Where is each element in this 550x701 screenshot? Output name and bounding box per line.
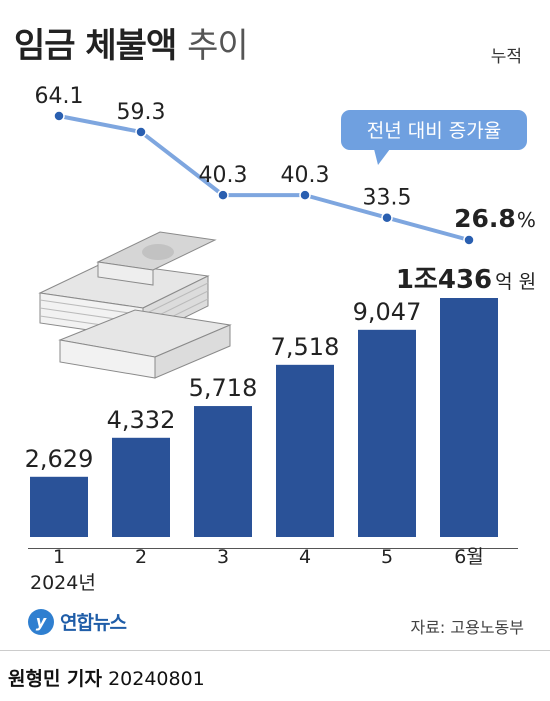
reporter: 원형민 기자 [8, 668, 103, 690]
growth-rate-label: 59.3 [117, 100, 166, 125]
bar [276, 364, 334, 537]
bar-value-label: 9,047 [353, 298, 422, 326]
line-legend-bubble: 전년 대비 증가율 [341, 110, 527, 165]
logo: y 연합뉴스 [28, 608, 127, 635]
bar [440, 298, 498, 537]
publish-date: 20240801 [108, 668, 205, 690]
x-tick-label: 1 [53, 546, 65, 568]
line-legend-label: 전년 대비 증가율 [367, 120, 501, 142]
growth-rate-line [58, 114, 470, 242]
growth-rate-label: 40.3 [199, 163, 248, 188]
chart-canvas: 2,629 1 4,332 2 5,718 3 7,518 4 9,047 5 1조436 억 원 6월… [25, 84, 537, 594]
x-tick-label: 2 [135, 546, 147, 568]
title-main: 임금 체불액 [14, 26, 177, 66]
bar [194, 406, 252, 537]
title-sub: 추이 [187, 26, 249, 66]
bar [358, 329, 416, 537]
growth-rate-point [463, 234, 475, 246]
x-tick-label: 5 [381, 546, 393, 568]
growth-rate-label: 26.8% [454, 204, 536, 233]
logo-text: 연합뉴스 [60, 612, 127, 634]
x-sublabel: 2024년 [30, 572, 96, 594]
yonhap-logo-icon: y [28, 608, 54, 635]
footer: 원형민 기자 20240801 [0, 650, 550, 701]
growth-rate-label: 40.3 [281, 163, 330, 188]
bar-value-label: 7,518 [271, 333, 340, 361]
x-tick-label: 4 [299, 546, 311, 568]
bar-value-label: 5,718 [189, 374, 258, 402]
credit: 원형민 기자 20240801 [8, 664, 205, 691]
source-note: 자료: 고용노동부 [410, 618, 524, 637]
growth-rate-point [53, 110, 65, 122]
money-stack-icon [38, 231, 232, 379]
growth-rate-point [299, 189, 311, 201]
bar-value-label: 2,629 [25, 445, 94, 473]
bar [112, 437, 170, 537]
growth-rate-point [217, 189, 229, 201]
bar-value-label: 1조436 억 원 [396, 265, 536, 295]
bar-value-label: 4,332 [107, 406, 176, 434]
growth-rate-point [135, 126, 147, 138]
x-tick-label: 3 [217, 546, 229, 568]
bar [30, 476, 88, 537]
growth-rate-point [381, 211, 393, 224]
unit-note: 누적 [490, 47, 522, 67]
x-axis-line [28, 548, 518, 549]
growth-rate-label: 33.5 [363, 186, 412, 211]
growth-rate-label: 64.1 [35, 84, 84, 109]
chart-title: 임금 체불액 추이 [14, 18, 249, 67]
x-tick-label: 6월 [454, 546, 484, 568]
